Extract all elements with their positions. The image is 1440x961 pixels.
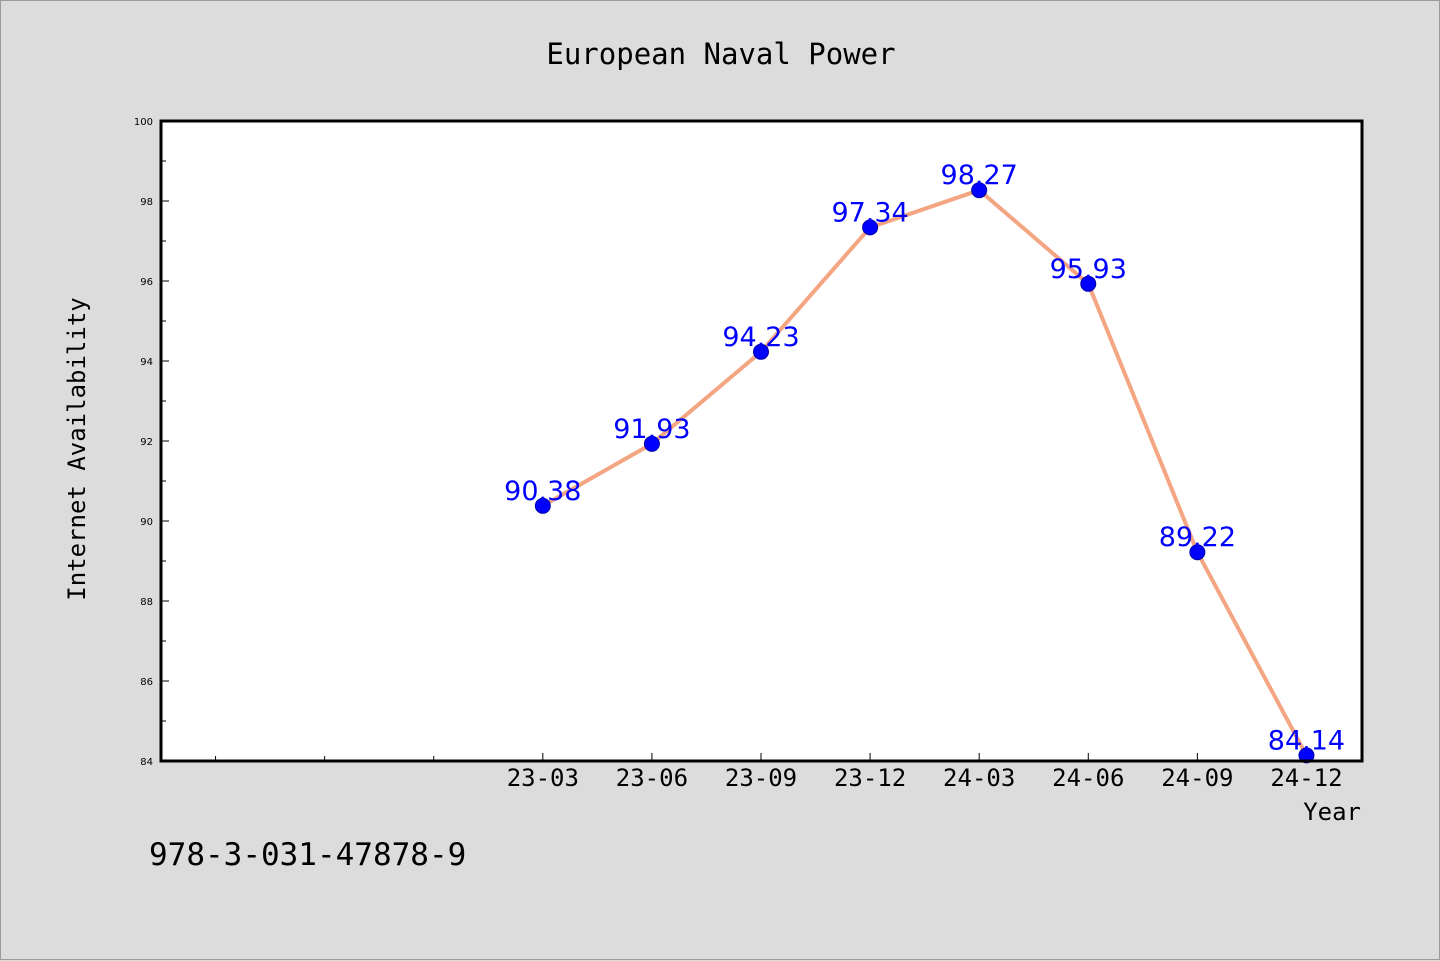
- data-label-layer: 90.38 91.93 94.23 97.34 98.27 95.93 89.22 84.14: [504, 160, 1345, 756]
- data-point-marker: [862, 219, 879, 236]
- data-point-marker: [971, 182, 988, 199]
- y-tick-label: 88: [140, 597, 153, 608]
- data-value-label: 95.93: [1050, 254, 1127, 285]
- data-point-marker: [1080, 275, 1097, 292]
- y-tick-label: 100: [134, 117, 153, 128]
- data-value-label: 84.14: [1268, 725, 1345, 756]
- data-point-marker: [643, 435, 660, 452]
- y-tick-label: 86: [140, 677, 153, 688]
- y-tick-label: 84: [140, 757, 153, 768]
- y-tick-label: 92: [140, 437, 153, 448]
- series-line: [540, 188, 1309, 758]
- chart-title: European Naval Power: [546, 37, 895, 71]
- x-tick-label: 24-12: [1270, 764, 1342, 792]
- y-axis-label: Internet Availability: [63, 297, 91, 600]
- data-point-marker: [753, 343, 769, 360]
- isbn-footnote: 978-3-031-47878-9: [149, 837, 466, 873]
- data-value-label: 98.27: [941, 160, 1018, 191]
- data-point-marker: [1298, 747, 1315, 764]
- x-tick-label: 24-09: [1161, 764, 1233, 792]
- data-point-marker: [1189, 544, 1206, 561]
- x-tick-label: 23-09: [725, 764, 797, 792]
- data-value-label: 90.38: [504, 476, 581, 507]
- series-layer: [534, 182, 1315, 764]
- y-tick-label: 94: [140, 357, 153, 368]
- y-tick-label: 96: [140, 277, 153, 288]
- plot-frame: [159, 119, 1364, 763]
- y-tick-label: 98: [140, 197, 153, 208]
- x-tick-label: 24-03: [943, 764, 1015, 792]
- data-value-label: 94.23: [722, 322, 799, 353]
- y-tick-label: 90: [140, 517, 153, 528]
- x-axis-ticks: 23-03 23-06 23-09 23-12 24-03 24-06 24-09 24-12: [215, 753, 1343, 792]
- data-value-label: 91.93: [613, 414, 690, 445]
- data-value-label: 89.22: [1159, 522, 1236, 553]
- x-tick-label: 23-06: [616, 764, 688, 792]
- data-point-marker: [534, 497, 551, 514]
- y-axis-ticks: 84 86 88 90 92 94 96 98 100: [134, 117, 169, 768]
- plot-area: [161, 121, 1362, 761]
- x-tick-label: 23-12: [834, 764, 906, 792]
- x-axis-label: Year: [1303, 798, 1361, 826]
- x-tick-label: 24-06: [1052, 764, 1124, 792]
- data-value-label: 97.34: [831, 197, 908, 228]
- x-tick-label: 23-03: [507, 764, 579, 792]
